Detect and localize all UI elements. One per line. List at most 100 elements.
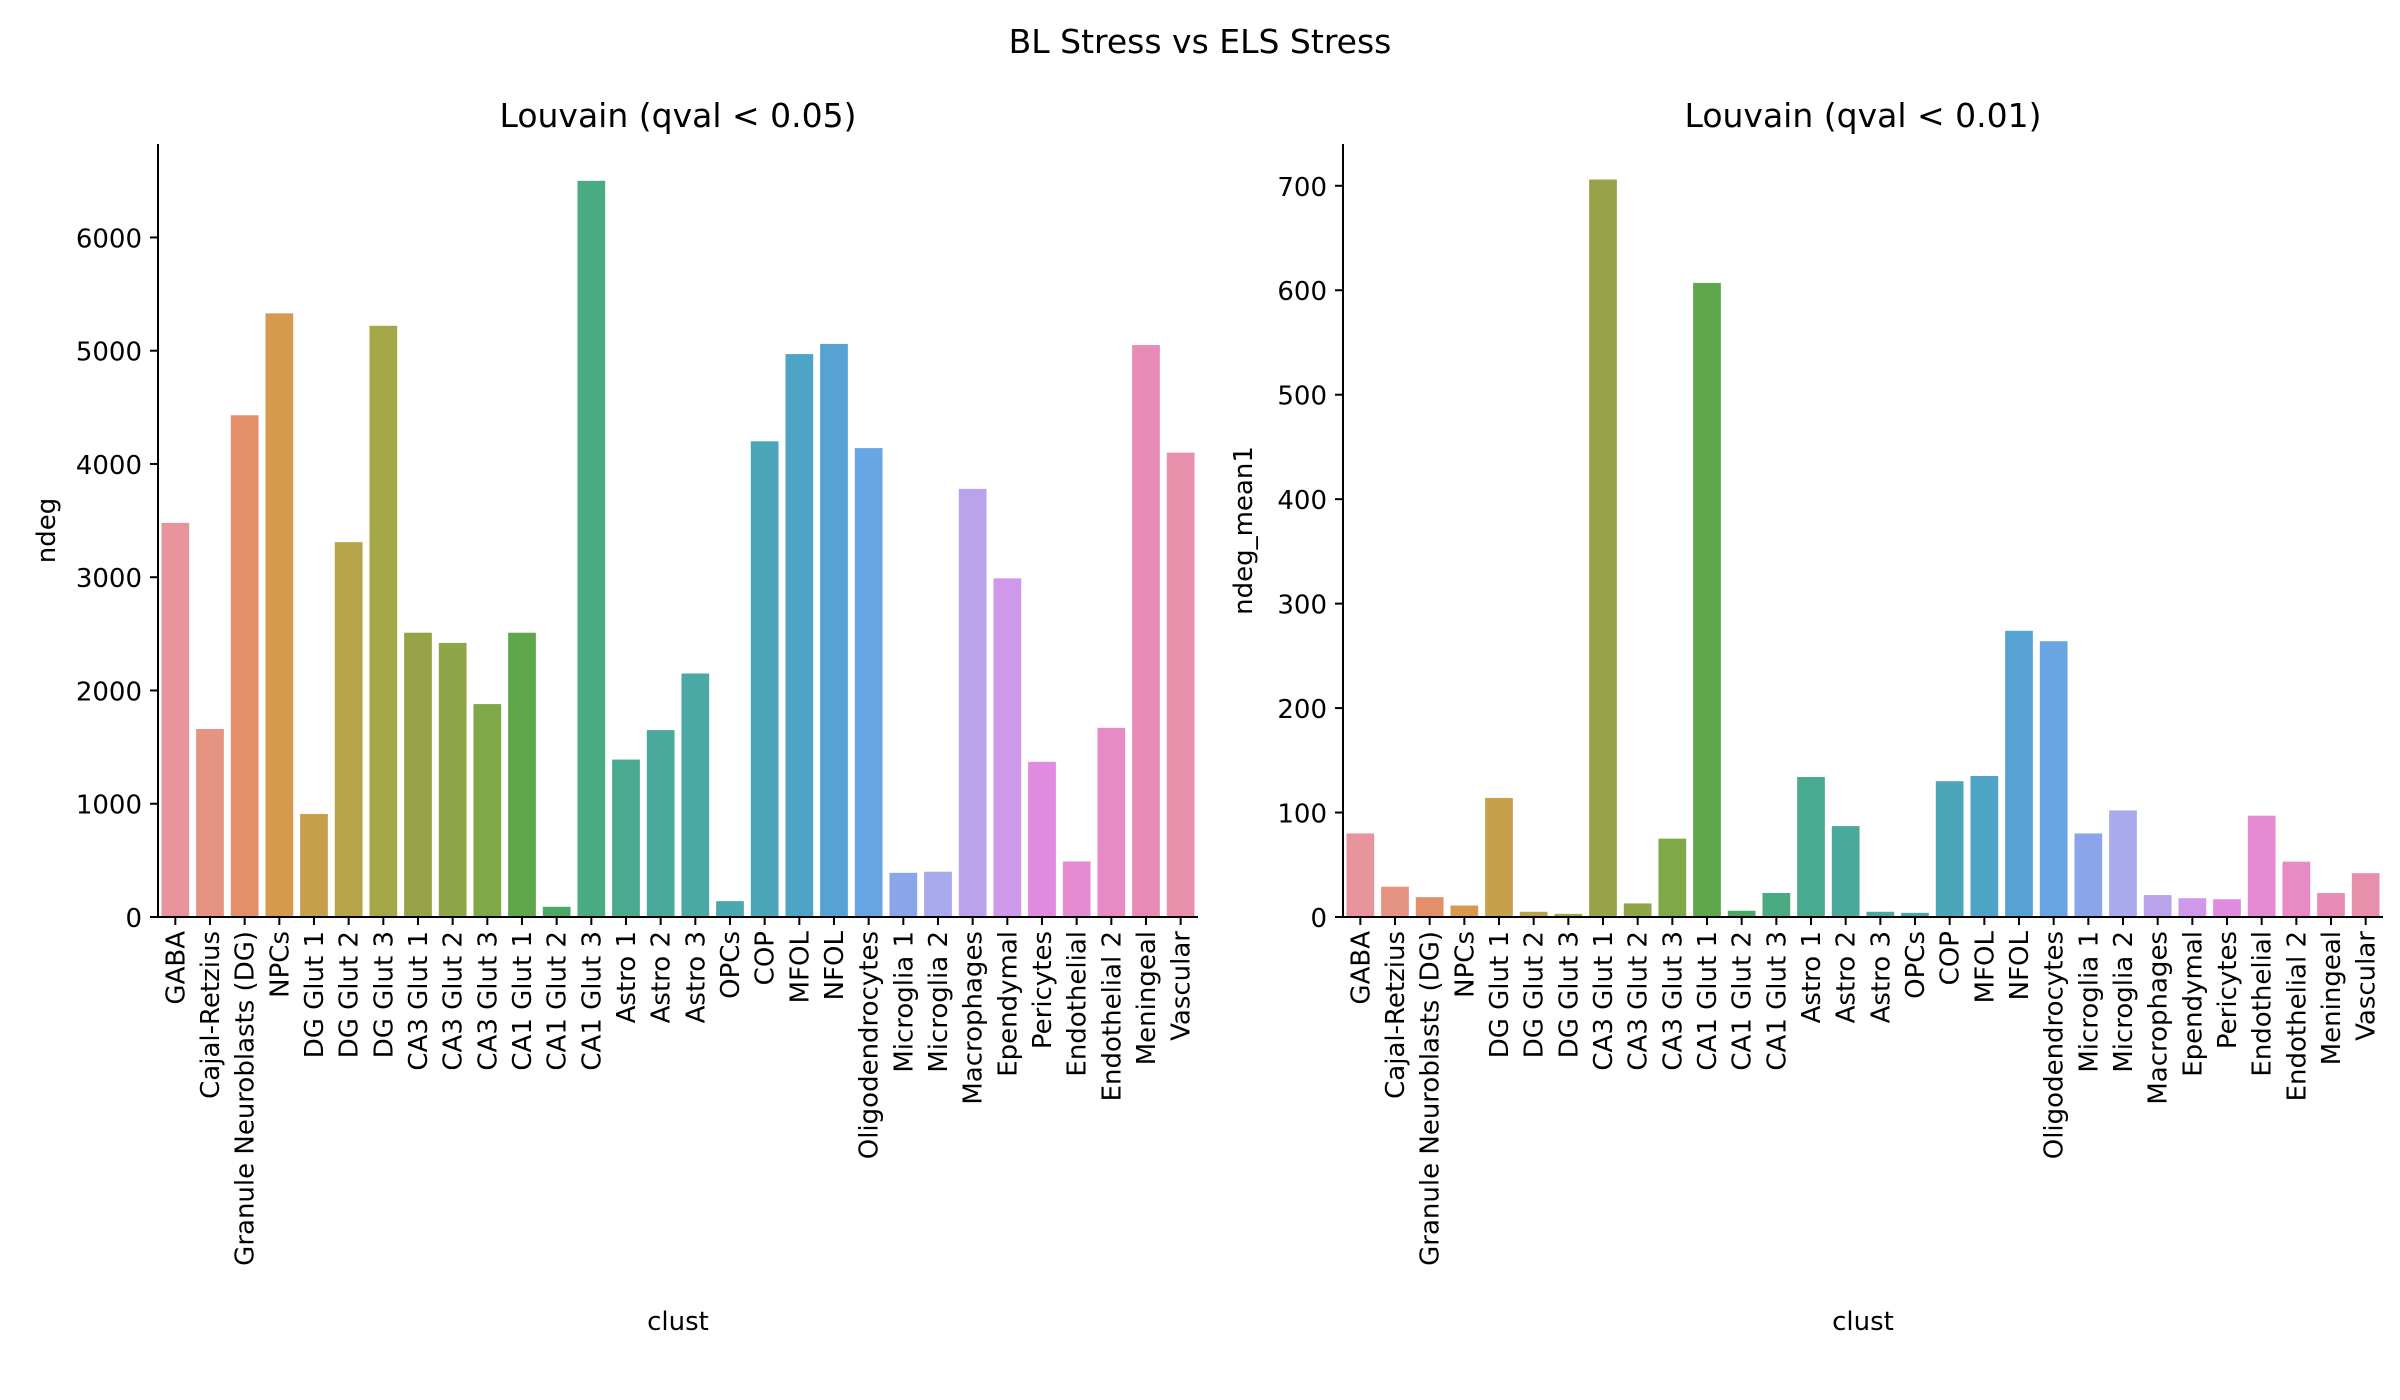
x-tick-label: GABA	[1346, 931, 1376, 1005]
x-tick-label: OPCs	[716, 931, 746, 999]
x-tick-label: CA3 Glut 3	[1658, 931, 1688, 1071]
y-tick-label: 4000	[76, 451, 142, 481]
x-tick-label: Meningeal	[2317, 931, 2347, 1065]
x-tick-label: Microglia 1	[2074, 931, 2104, 1073]
bar-dg-glut-1	[300, 813, 328, 917]
bar-vascular	[1166, 452, 1195, 917]
y-axis-label: ndeg	[32, 498, 62, 563]
x-tick-label: CA1 Glut 3	[1762, 931, 1792, 1071]
x-tick-label: DG Glut 3	[1554, 931, 1584, 1058]
x-tick-label: CA3 Glut 1	[404, 931, 434, 1071]
bar-opcs	[1901, 912, 1929, 917]
bar-ca1-glut-3	[1762, 892, 1791, 917]
x-tick-label: Oligodendrocytes	[855, 931, 885, 1159]
bar-dg-glut-3	[369, 325, 398, 917]
x-tick-label: Pericytes	[1028, 931, 1058, 1049]
x-tick-label: Macrophages	[959, 931, 989, 1105]
bar-endothelial	[1062, 861, 1091, 917]
chart-title: Louvain (qval < 0.01)	[1685, 96, 2042, 135]
figure-title: BL Stress vs ELS Stress	[1008, 22, 1392, 61]
x-tick-label: Vascular	[1167, 931, 1197, 1041]
x-tick-label: NPCs	[1450, 931, 1480, 998]
x-tick-label: Microglia 2	[2109, 931, 2139, 1073]
x-tick-label: Cajal-Retzius	[1381, 931, 1411, 1099]
bar-dg-glut-1	[1485, 797, 1513, 917]
bar-astro-2	[1831, 826, 1860, 917]
x-tick-label: NFOL	[820, 930, 850, 1000]
x-tick-label: MFOL	[1970, 930, 2000, 1003]
bar-dg-glut-2	[334, 542, 363, 917]
bar-ca3-glut-1	[1589, 179, 1617, 917]
bar-ca1-glut-1	[508, 632, 536, 917]
y-tick-label: 3000	[76, 564, 142, 594]
x-tick-label: CA1 Glut 2	[1728, 931, 1758, 1071]
x-tick-label: Macrophages	[2144, 931, 2174, 1105]
bar-oligodendrocytes	[854, 448, 883, 917]
bar-microglia-1	[889, 872, 918, 917]
bar-pericytes	[1028, 761, 1056, 917]
x-tick-label: DG Glut 3	[369, 931, 399, 1058]
bar-astro-2	[646, 730, 675, 917]
x-tick-label: NPCs	[265, 931, 295, 998]
x-tick-label: Endothelial	[2248, 931, 2278, 1077]
bar-opcs	[716, 901, 744, 917]
bar-dg-glut-3	[1554, 913, 1583, 917]
x-tick-label: Astro 3	[1866, 931, 1896, 1023]
x-tick-label: MFOL	[785, 930, 815, 1003]
bar-macrophages	[958, 488, 987, 917]
x-tick-label: CA3 Glut 1	[1589, 931, 1619, 1071]
x-tick-label: NFOL	[2005, 930, 2035, 1000]
x-tick-label: Endothelial	[1063, 931, 1093, 1077]
x-tick-label: CA1 Glut 1	[508, 931, 538, 1071]
x-tick-label: Astro 2	[1832, 931, 1862, 1023]
bar-nfol	[2005, 630, 2033, 917]
bar-ca3-glut-3	[473, 704, 502, 917]
x-tick-label: DG Glut 2	[1520, 931, 1550, 1058]
x-tick-label: Astro 2	[647, 931, 677, 1023]
bar-meningeal	[1132, 345, 1160, 917]
x-tick-label: Astro 3	[681, 931, 711, 1023]
y-tick-label: 0	[1310, 904, 1327, 934]
x-tick-label: Granule Neuroblasts (DG)	[231, 931, 261, 1266]
bar-mfol	[785, 354, 814, 918]
x-tick-label: Ependymal	[2178, 931, 2208, 1077]
bar-astro-1	[612, 759, 640, 917]
left-chart-panel: Louvain (qval < 0.05) 0 1000 2000 3000 4000 50…	[32, 96, 1198, 1337]
bar-cajal-retzius	[1381, 886, 1409, 917]
x-tick-label: COP	[751, 931, 781, 985]
y-axis-label: ndeg_mean1	[1229, 446, 1259, 615]
bar-cop	[750, 441, 779, 917]
x-tick-label: Microglia 2	[924, 931, 954, 1073]
y-tick-label: 400	[1277, 486, 1327, 516]
bar-endothelial	[2247, 815, 2276, 917]
y-tick-label: 6000	[76, 224, 142, 254]
bar-ca3-glut-3	[1658, 838, 1687, 917]
x-tick-label: GABA	[161, 931, 191, 1005]
right-chart-panel: Louvain (qval < 0.01) 0 100 200 300 400 500 600…	[1229, 96, 2383, 1337]
bar-endothelial-2	[1097, 727, 1126, 917]
y-tick-label: 600	[1277, 277, 1327, 307]
x-tick-label: DG Glut 1	[300, 931, 330, 1058]
bar-npcs	[265, 313, 294, 917]
bar-ca3-glut-1	[404, 632, 432, 917]
chart-title: Louvain (qval < 0.05)	[500, 96, 857, 135]
x-tick-label: Meningeal	[1132, 931, 1162, 1065]
y-tick-label: 1000	[76, 791, 142, 821]
x-tick-label: CA3 Glut 2	[439, 931, 469, 1071]
bar-gaba	[1346, 833, 1375, 917]
x-tick-label: Pericytes	[2213, 931, 2243, 1049]
x-tick-label: Vascular	[2352, 931, 2382, 1041]
bar-oligodendrocytes	[2039, 641, 2068, 917]
bar-macrophages	[2143, 895, 2172, 917]
bar-microglia-2	[924, 871, 952, 917]
bar-ca1-glut-2	[542, 906, 571, 917]
x-tick-label: Ependymal	[993, 931, 1023, 1077]
y-tick-label: 0	[125, 904, 142, 934]
bar-microglia-2	[2109, 810, 2137, 917]
bar-npcs	[1450, 905, 1479, 917]
x-tick-label: CA3 Glut 2	[1624, 931, 1654, 1071]
bar-granule-neuroblasts-dg	[1415, 897, 1444, 917]
bar-pericytes	[2213, 899, 2241, 917]
x-tick-label: CA1 Glut 1	[1693, 931, 1723, 1071]
